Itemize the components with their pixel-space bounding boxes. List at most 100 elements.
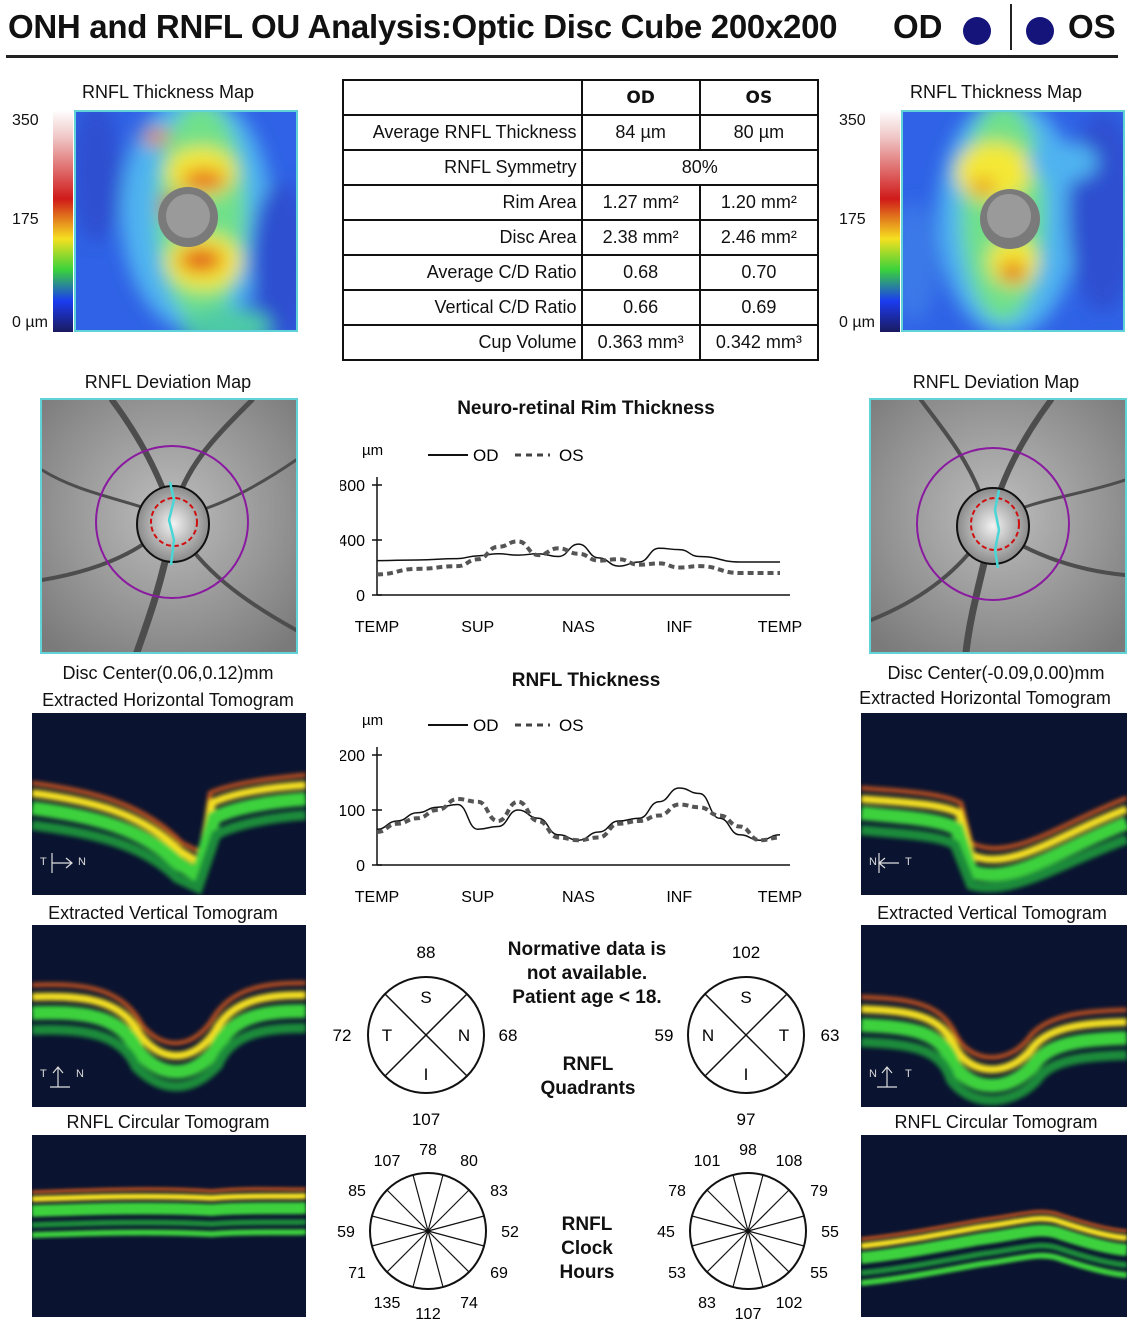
os-quad-value-s: 102: [732, 943, 760, 962]
od-scale-mid: 175: [12, 211, 39, 228]
x-tick-label: INF: [666, 889, 692, 906]
od-v-orient-left: T: [40, 1068, 47, 1080]
od-clock-spoke: [427, 1230, 444, 1288]
od-clock-spoke: [427, 1230, 470, 1273]
quadrants-caption-line: RNFL: [562, 1054, 614, 1075]
report-header: ONH and RNFL OU Analysis:Optic Disc Cube…: [0, 0, 1129, 58]
os-rnfl-deviation-map: [869, 398, 1127, 654]
os-quad-value-i: 97: [737, 1110, 756, 1129]
os-clock-value: 45: [657, 1224, 675, 1241]
y-tick-label: 100: [340, 803, 365, 820]
od-vertical-tomogram-title: Extracted Vertical Tomogram: [48, 903, 278, 923]
od-clock-spoke: [412, 1230, 429, 1288]
od-value: 1.27 mm²: [580, 184, 701, 221]
os-quadrant-diagram: S N T I 102 59 63 97: [655, 943, 840, 1129]
od-thickness-heatmap: [76, 112, 296, 330]
series-line-os: [376, 539, 780, 577]
os-fundus-image: [871, 400, 1125, 652]
od-quad-value-n: 68: [499, 1026, 518, 1045]
os-quad-label-bottom: I: [744, 1065, 749, 1084]
row-label: RNFL Symmetry: [342, 149, 583, 186]
os-circular-tomogram-title: RNFL Circular Tomogram: [894, 1112, 1098, 1132]
os-scale-min: 0 µm: [839, 314, 875, 331]
os-rnfl-thickness-map: [901, 110, 1125, 332]
os-clock-value: 102: [776, 1295, 803, 1312]
os-clock-value: 108: [776, 1153, 803, 1170]
os-clock-spoke: [732, 1174, 749, 1232]
clock-caption-line: Clock: [561, 1238, 613, 1259]
od-value: 0.363 mm³: [580, 324, 701, 361]
od-quad-label-left: T: [382, 1026, 392, 1045]
os-scale-mid: 175: [839, 211, 866, 228]
od-circular-tomogram: [32, 1135, 306, 1317]
od-vertical-tomogram: T N: [32, 925, 306, 1107]
od-eye-label: OD: [893, 8, 943, 45]
y-tick-label: 400: [340, 533, 365, 550]
rnfl-thickness-chart-title: RNFL Thickness: [511, 670, 661, 691]
od-rnfl-deviation-map: [40, 398, 298, 654]
od-h-orient-right: N: [78, 856, 86, 868]
od-quad-label-right: N: [458, 1026, 470, 1045]
od-clock-spoke: [427, 1230, 485, 1247]
os-clock-value: 78: [668, 1183, 686, 1200]
os-quad-label-right: T: [779, 1026, 789, 1045]
x-tick-label: NAS: [562, 889, 595, 906]
os-thickness-heatmap: [903, 112, 1123, 330]
os-eye-label: OS: [1068, 8, 1116, 45]
od-clock-value: 59: [337, 1224, 355, 1241]
quadrants-caption-line: Quadrants: [540, 1078, 636, 1099]
os-thickness-map-title: RNFL Thickness Map: [909, 82, 1083, 102]
os-horizontal-tomogram: N T: [861, 713, 1127, 895]
os-h-orient-right: T: [905, 856, 912, 868]
rnfl-thickness-chart: µm OD OS 0 100 200 TEMP SUP NAS INF TEMP: [340, 712, 802, 906]
clock-caption-line: Hours: [559, 1262, 615, 1283]
legend-od-label: OD: [473, 716, 499, 735]
row-label: Cup Volume: [342, 324, 583, 361]
od-clock-value: 52: [501, 1224, 519, 1241]
rim-thickness-chart: µm OD OS 0 400 800 TEMP SUP NAS INF TEMP: [340, 442, 802, 636]
od-thickness-map-title: RNFL Thickness Map: [81, 82, 255, 102]
od-clock-spoke: [386, 1189, 429, 1232]
od-clock-value: 71: [348, 1265, 366, 1282]
od-clock-spoke: [371, 1230, 429, 1247]
od-rnfl-thickness-map: [74, 110, 298, 332]
od-clock-value: 107: [374, 1153, 401, 1170]
od-clock-value: 78: [419, 1142, 437, 1159]
normative-line: Patient age < 18.: [512, 987, 662, 1008]
od-v-orient-right: N: [76, 1068, 84, 1080]
os-clock-value: 107: [735, 1306, 762, 1323]
y-tick-label: 200: [340, 748, 365, 765]
y-tick-label: 0: [356, 588, 365, 605]
os-vertical-tomogram-title: Extracted Vertical Tomogram: [877, 903, 1107, 923]
table-header-od: OD: [580, 79, 701, 116]
od-clock-spoke: [371, 1215, 429, 1232]
od-clock-value: 69: [490, 1265, 508, 1282]
os-scale-max: 350: [839, 112, 866, 129]
normative-line: not available.: [526, 963, 648, 984]
os-clock-value: 83: [698, 1295, 716, 1312]
os-horizontal-tomogram-image: N T: [861, 786, 1127, 893]
od-clock-spoke: [427, 1215, 485, 1232]
os-clock-spoke: [747, 1174, 764, 1232]
os-clock-value: 55: [821, 1224, 839, 1241]
os-clock-spoke: [691, 1230, 749, 1247]
os-vertical-tomogram: N T: [861, 925, 1127, 1107]
os-clock-spoke: [747, 1230, 790, 1273]
os-value: 1.20 mm²: [698, 184, 820, 221]
legend-os-label: OS: [559, 716, 584, 735]
orientation-arrow-icon: [877, 1066, 897, 1088]
report-title: ONH and RNFL OU Analysis:Optic Disc Cube…: [8, 8, 838, 45]
os-quad-label-left: N: [702, 1026, 714, 1045]
od-circular-tomogram-title: RNFL Circular Tomogram: [66, 1112, 270, 1132]
od-scale-max: 350: [12, 112, 39, 129]
os-v-orient-left: N: [869, 1068, 877, 1080]
os-horizontal-tomogram-title: Extracted Horizontal Tomogram: [859, 688, 1111, 708]
od-quad-label-top: S: [420, 988, 431, 1007]
os-value: 80 µm: [698, 114, 820, 151]
od-horizontal-tomogram-title: Extracted Horizontal Tomogram: [42, 690, 294, 710]
od-clock-spoke: [427, 1174, 444, 1232]
od-clock-spoke: [386, 1230, 429, 1273]
od-horizontal-tomogram: T N: [32, 713, 306, 895]
orientation-arrow-icon: [51, 853, 73, 873]
od-value: 0.66: [580, 289, 701, 326]
